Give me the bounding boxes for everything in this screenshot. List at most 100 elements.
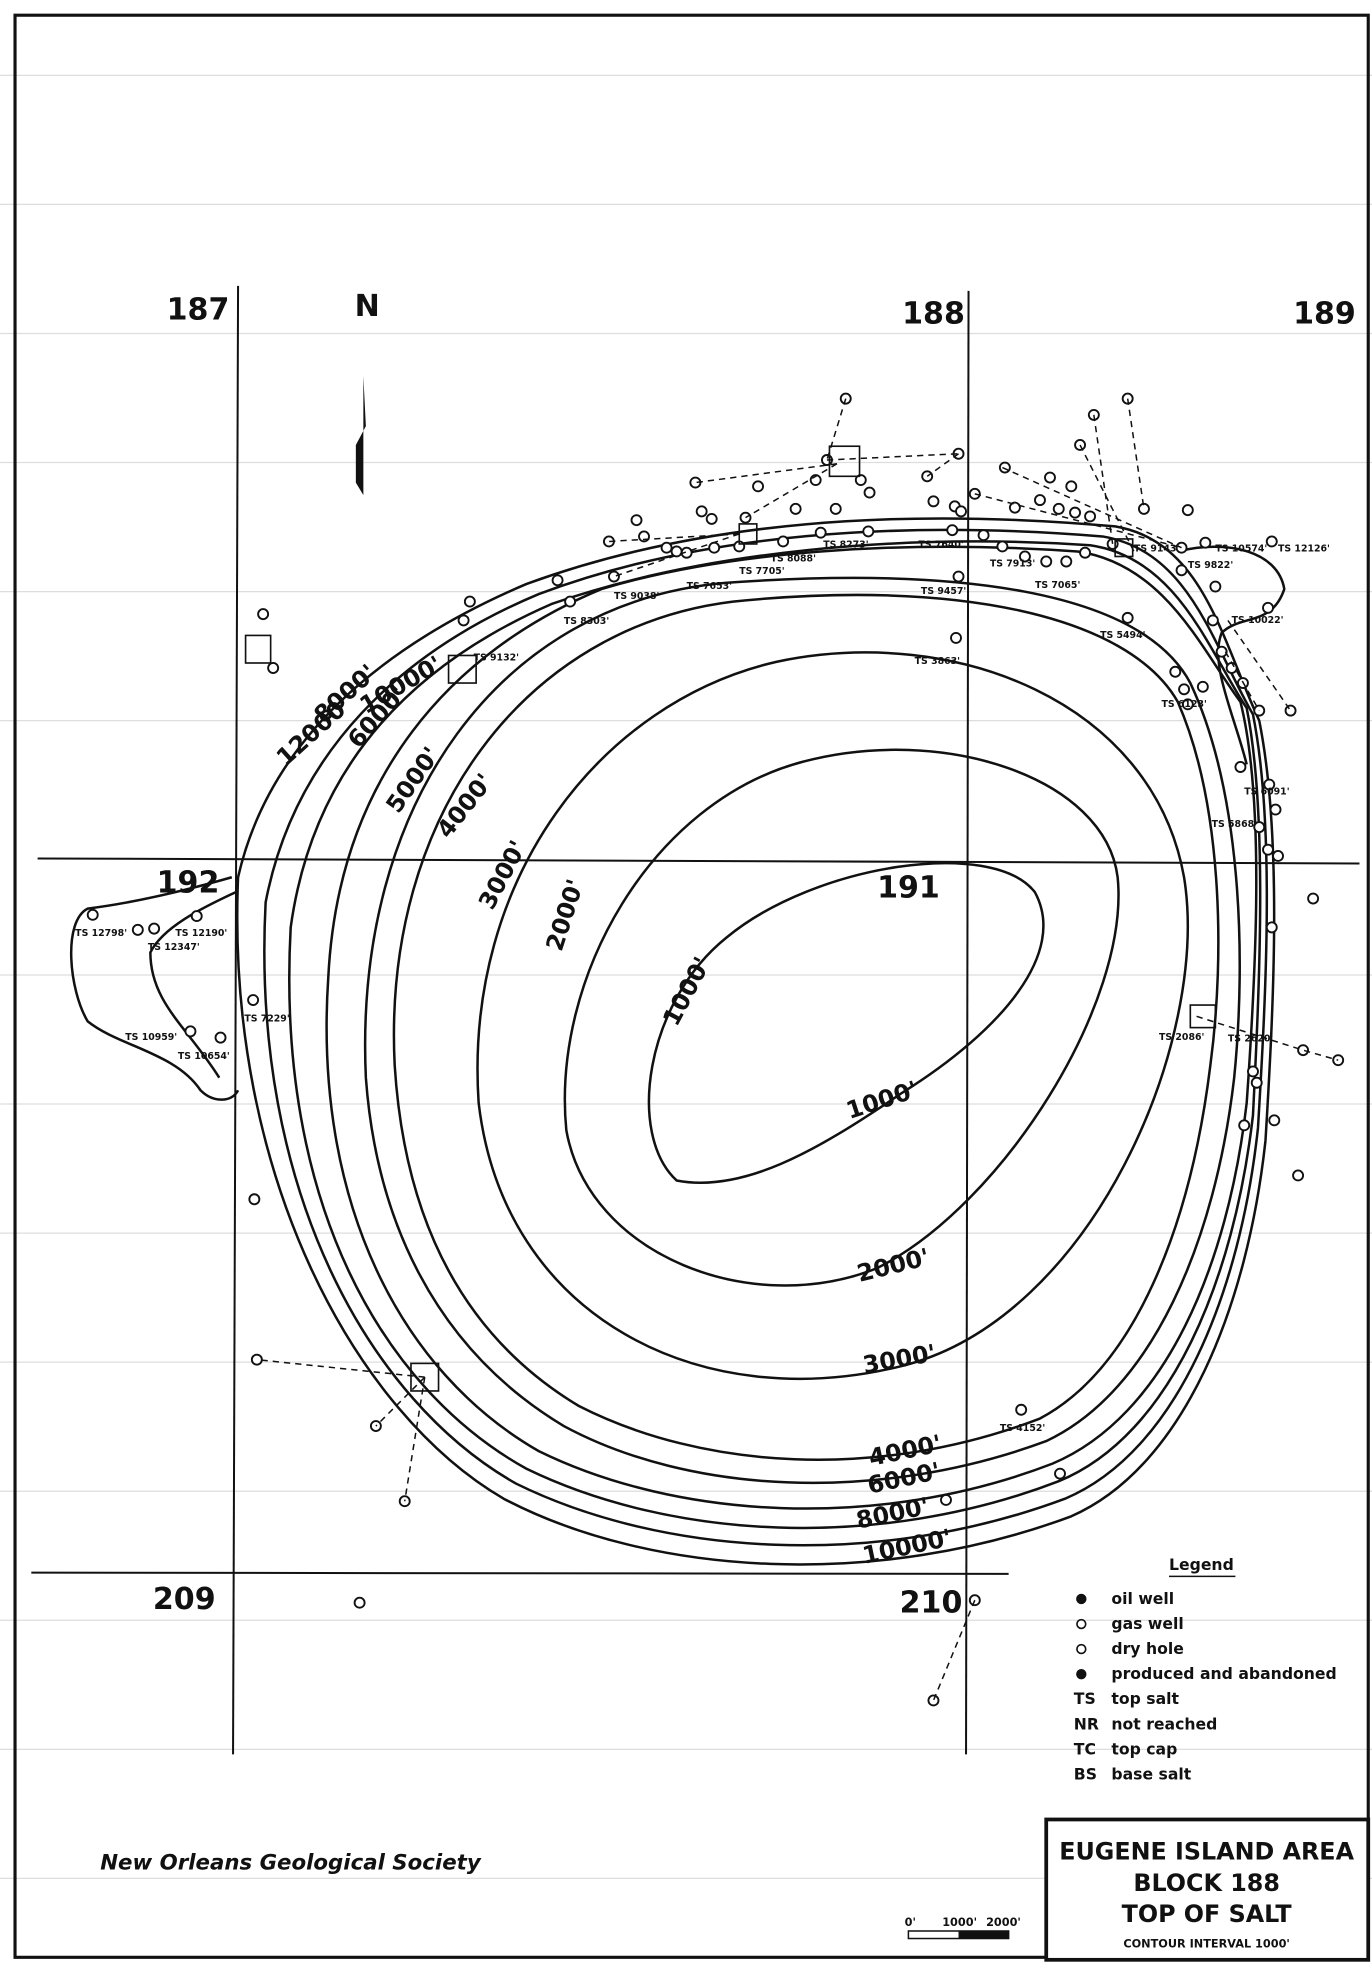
well-symbol — [216, 1033, 226, 1043]
well-symbol — [459, 615, 469, 625]
well-symbol — [1000, 463, 1010, 473]
well-label: TS 9143' — [1134, 543, 1179, 554]
well-label: TS 7705' — [739, 566, 784, 577]
well-label: TS 9457' — [921, 586, 966, 597]
legend-title: Legend — [1169, 1555, 1234, 1574]
legend-code: TS — [1074, 1689, 1096, 1708]
well-symbol — [1308, 894, 1318, 904]
well-symbol — [465, 597, 475, 607]
well-symbol — [1055, 1469, 1065, 1479]
block-number: 210 — [900, 1586, 963, 1621]
well-symbol — [863, 526, 873, 536]
legend-meaning: top cap — [1111, 1739, 1177, 1758]
well-symbol — [697, 506, 707, 516]
well-symbol — [951, 633, 961, 643]
well-symbol — [709, 543, 719, 553]
legend-item: dry hole — [1111, 1639, 1183, 1658]
well-symbol — [947, 525, 957, 535]
well-label: TS 5494' — [1100, 630, 1145, 641]
well-symbol — [565, 597, 575, 607]
well-label: TS 2086' — [1159, 1032, 1204, 1043]
legend-code: TC — [1074, 1739, 1096, 1758]
well-label: TS 12798' — [75, 928, 127, 939]
well-label: TS 7229' — [244, 1013, 289, 1024]
well-symbol — [707, 514, 717, 524]
well-symbol — [1177, 565, 1187, 575]
well-symbol — [1210, 582, 1220, 592]
well-symbol — [1286, 706, 1296, 716]
well-symbol — [1217, 647, 1227, 657]
well-symbol — [1208, 615, 1218, 625]
legend-meaning: top salt — [1111, 1689, 1179, 1708]
legend-code: BS — [1074, 1764, 1097, 1783]
well-label: TS 12347' — [148, 942, 200, 953]
well-symbol — [672, 546, 682, 556]
well-symbol — [956, 506, 966, 516]
well-label: TS 8303' — [564, 616, 609, 627]
north-label: N — [355, 289, 380, 324]
well-symbol — [631, 515, 641, 525]
block-number: 209 — [153, 1582, 216, 1617]
well-symbol — [1273, 851, 1283, 861]
well-symbol — [1170, 667, 1180, 677]
well-symbol — [1016, 1405, 1026, 1415]
well-symbol — [1227, 663, 1237, 673]
well-label: TS 7913' — [990, 559, 1035, 570]
well-symbol — [192, 911, 202, 921]
legend-meaning: not reached — [1111, 1714, 1217, 1733]
well-label: TS 10654' — [178, 1051, 230, 1062]
legend-item: produced and abandoned — [1111, 1664, 1336, 1683]
well-symbol — [1267, 536, 1277, 546]
well-symbol — [1263, 603, 1273, 613]
well-symbol — [1179, 684, 1189, 694]
well-symbol — [149, 924, 159, 934]
well-symbol — [1267, 922, 1277, 932]
well-symbol — [252, 1355, 262, 1365]
well-symbol — [1333, 1055, 1343, 1065]
well-label: TS 10022' — [1232, 615, 1284, 626]
well-label: TS 9038' — [614, 591, 659, 602]
title-note: CONTOUR INTERVAL 1000' — [1123, 1937, 1290, 1950]
well-label: TS 10574' — [1215, 543, 1267, 554]
block-number: 187 — [167, 293, 230, 328]
scale-label: 1000' — [942, 1916, 977, 1929]
well-symbol — [865, 488, 875, 498]
well-symbol — [922, 471, 932, 481]
well-symbol — [133, 925, 143, 935]
well-symbol — [1066, 481, 1076, 491]
well-symbol — [1054, 504, 1064, 514]
well-symbol — [954, 572, 964, 582]
well-symbol — [1123, 613, 1133, 623]
well-label: TS 7640' — [918, 540, 963, 551]
legend-symbol — [1077, 1670, 1086, 1679]
well-symbol — [1061, 556, 1071, 566]
well-symbol — [1263, 845, 1273, 855]
publisher: New Orleans Geological Society — [100, 1851, 482, 1876]
title-line: EUGENE ISLAND AREA — [1059, 1838, 1354, 1866]
well-symbol — [1070, 508, 1080, 518]
well-symbol — [1252, 1078, 1262, 1088]
well-symbol — [258, 609, 268, 619]
well-label: TS 10959' — [125, 1032, 177, 1043]
legend-symbol — [1077, 1620, 1086, 1629]
well-symbol — [1085, 511, 1095, 521]
well-symbol — [1198, 682, 1208, 692]
well-symbol — [662, 543, 672, 553]
well-label: TS 6091' — [1244, 787, 1289, 798]
well-symbol — [1271, 805, 1281, 815]
well-symbol — [928, 1695, 938, 1705]
legend-symbol — [1077, 1595, 1086, 1604]
well-label: TS 8088' — [771, 554, 816, 565]
legend-item: oil well — [1111, 1589, 1174, 1608]
well-symbol — [1041, 556, 1051, 566]
well-symbol — [355, 1598, 365, 1608]
legend-meaning: base salt — [1111, 1764, 1191, 1783]
legend-item: gas well — [1111, 1614, 1183, 1633]
title-line: TOP OF SALT — [1122, 1900, 1293, 1928]
well-symbol — [609, 572, 619, 582]
well-symbol — [778, 536, 788, 546]
well-symbol — [268, 663, 278, 673]
well-label: TS 3863' — [915, 656, 960, 667]
legend-code: NR — [1074, 1714, 1099, 1733]
well-symbol — [88, 910, 98, 920]
